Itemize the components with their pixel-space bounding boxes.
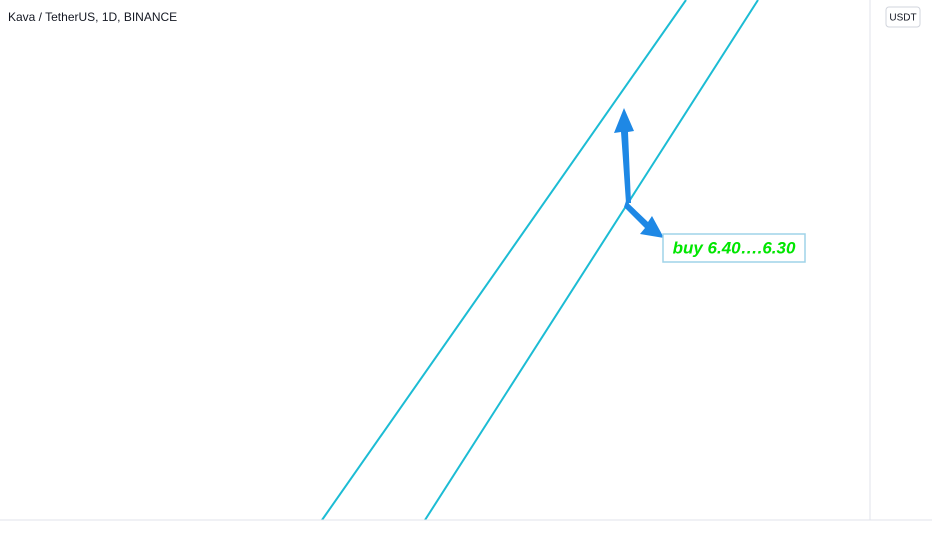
price-axis bbox=[870, 0, 932, 550]
annotation: buy 6.40….6.30 bbox=[673, 238, 796, 257]
annotation-box bbox=[662, 233, 806, 263]
chart-title: Kava / TetherUS, 1D, BINANCE bbox=[8, 10, 177, 24]
time-axis bbox=[0, 520, 870, 550]
arrow-up bbox=[614, 108, 634, 203]
currency-badge[interactable] bbox=[885, 6, 921, 28]
channel-lower bbox=[424, 0, 759, 521]
currency: USDT bbox=[889, 13, 916, 24]
arrow-down bbox=[624, 201, 664, 238]
channel-upper bbox=[321, 0, 687, 521]
